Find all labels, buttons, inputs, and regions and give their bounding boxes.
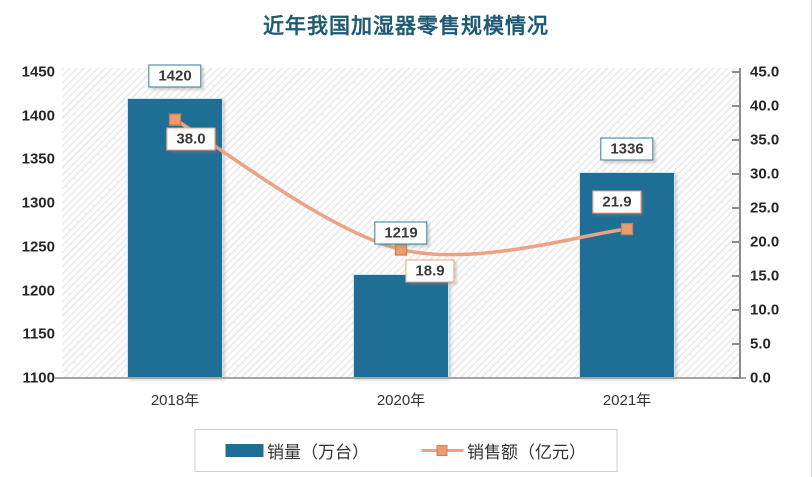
right-axis-tick-mark [732,377,739,379]
right-axis-tick-mark [732,207,739,209]
legend-label-volume: 销量（万台） [267,443,369,462]
right-axis-tick-mark [732,275,739,277]
left-axis-tick: 1400 [21,107,55,125]
bar-value-label: 1420 [148,64,202,88]
line-value-label: 38.0 [166,127,216,151]
right-axis-tick: 15.0 [750,267,780,285]
bar-2020 [353,273,449,378]
line-value-label: 18.9 [405,259,455,283]
right-axis-tick: 20.0 [750,233,780,251]
left-axis-tick: 1150 [22,325,55,343]
right-axis-tick: 5.0 [750,335,771,353]
bar-value-label: 1336 [600,137,654,161]
right-axis-tick-mark [732,309,739,311]
right-axis-tick: 0.0 [750,369,771,387]
chart-title: 近年我国加湿器零售规模情况 [263,15,549,38]
line-value-label: 21.9 [592,190,642,214]
bar-value-label: 1219 [374,221,428,245]
legend-item-sales: 销售额（亿元） [421,438,586,463]
left-axis-tick: 1100 [22,369,55,387]
bar-swatch-icon [225,444,263,457]
right-axis-tick: 40.0 [750,97,780,115]
right-axis-tick-mark [732,241,739,243]
right-axis-tick-mark [732,343,739,345]
right-axis-tick-mark [732,105,739,107]
right-axis-tick: 30.0 [750,165,780,183]
left-axis-tick: 1450 [21,63,55,81]
x-category-label: 2020年 [376,392,426,409]
legend-label-sales: 销售额（亿元） [467,443,586,462]
right-axis-tick: 10.0 [750,301,780,319]
right-axis-tick-mark [732,139,739,141]
left-axis-tick: 1250 [21,238,55,256]
right-axis-tick-mark [732,173,739,175]
right-axis-tick: 35.0 [750,131,780,149]
legend-item-volume: 销量（万台） [225,438,369,463]
x-axis-line [54,377,746,379]
left-axis-tick: 1350 [21,150,55,168]
legend: 销量（万台） 销售额（亿元） [194,429,617,472]
right-axis-tick-mark [732,71,739,73]
x-category-label: 2021年 [602,392,652,409]
left-axis-tick: 1300 [21,194,55,212]
right-axis-tick: 25.0 [750,199,780,217]
right-axis-tick: 45.0 [750,63,780,81]
line-marker-swatch-icon [421,444,463,457]
x-category-label: 2018年 [150,392,200,409]
right-axis-line [739,68,741,379]
left-axis-tick: 1200 [21,282,55,300]
